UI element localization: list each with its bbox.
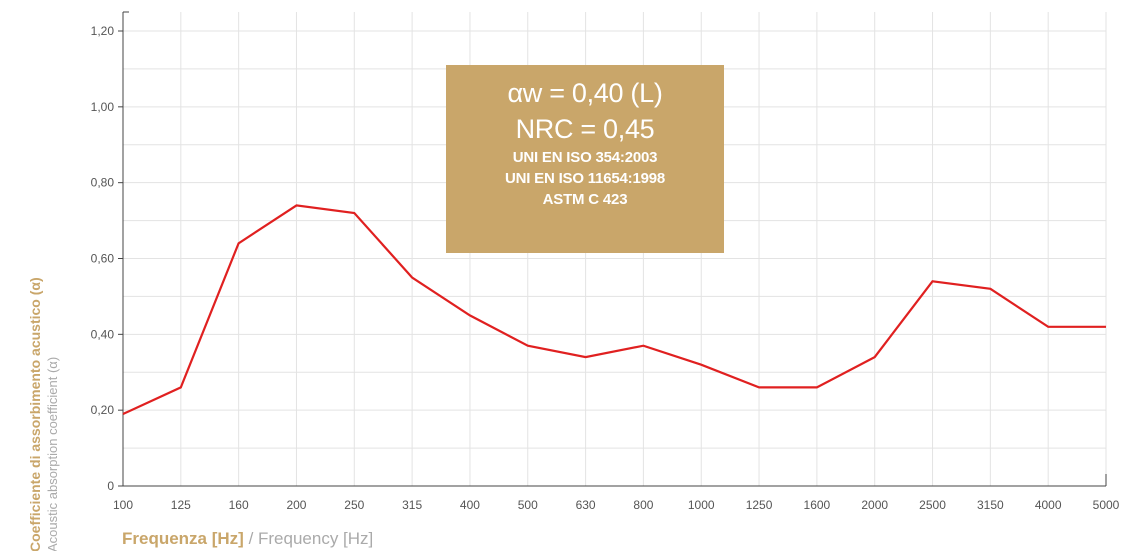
alpha-w-value: αw = 0,40 (L) (507, 78, 663, 108)
y-axis-label: Coefficiente di assorbimento acustico (α… (27, 277, 43, 551)
x-tick-labels: 100 125 160 200 250 315 400 500 630 800 1000 1250 16… (113, 498, 1120, 512)
x-tick-label: 1250 (746, 498, 773, 512)
x-tick-label: 100 (113, 498, 133, 512)
x-axis-label-english: Frequency [Hz] (258, 529, 373, 548)
x-tick-label: 315 (402, 498, 422, 512)
x-tick-label: 5000 (1093, 498, 1120, 512)
x-tick-label: 500 (518, 498, 538, 512)
axes (122, 11, 1107, 487)
x-tick-label: 2500 (919, 498, 946, 512)
y-tick-labels: 0 0,20 0,40 0,60 0,80 1,00 1,20 (91, 24, 123, 493)
x-tick-label: 1600 (804, 498, 831, 512)
x-tick-label: 800 (633, 498, 653, 512)
x-tick-label: 3150 (977, 498, 1004, 512)
y-tick-label: 1,00 (91, 100, 115, 114)
standard-2: UNI EN ISO 11654:1998 (504, 170, 666, 187)
y-tick-label: 0 (107, 479, 114, 493)
x-tick-label: 1000 (688, 498, 715, 512)
x-tick-label: 630 (576, 498, 596, 512)
x-tick-label: 400 (460, 498, 480, 512)
x-axis-label: Frequenza [Hz] / Frequency [Hz] (122, 529, 373, 548)
x-tick-label: 200 (286, 498, 306, 512)
y-tick-label: 0,20 (91, 403, 115, 417)
nrc-value: NRC = 0,45 (515, 114, 655, 144)
standard-3: ASTM C 423 (542, 191, 628, 208)
y-tick-label: 1,20 (91, 24, 115, 38)
x-tick-label: 125 (171, 498, 191, 512)
y-tick-label: 0,80 (91, 176, 115, 190)
x-tick-label: 160 (229, 498, 249, 512)
x-tick-label: 250 (344, 498, 364, 512)
y-axis-label-italian: Coefficiente di assorbimento acustico (α… (27, 277, 43, 551)
x-tick-label: 4000 (1035, 498, 1062, 512)
y-tick-label: 0,60 (91, 252, 115, 266)
y-axis-label-english: Acoustic absorption coefficient (α) (45, 357, 60, 551)
info-box: αw = 0,40 (L) NRC = 0,45 UNI EN ISO 354:… (446, 65, 724, 253)
y-tick-label: 0,40 (91, 327, 115, 341)
x-axis-label-italian: Frequenza [Hz] (122, 529, 244, 548)
y-axis-label-english-wrap: Acoustic absorption coefficient (α) (45, 357, 60, 551)
series-line (122, 204, 1106, 415)
x-axis-label-separator: / (244, 529, 258, 548)
x-tick-label: 2000 (861, 498, 888, 512)
series-layer (122, 204, 1107, 415)
standard-1: UNI EN ISO 354:2003 (512, 149, 658, 166)
